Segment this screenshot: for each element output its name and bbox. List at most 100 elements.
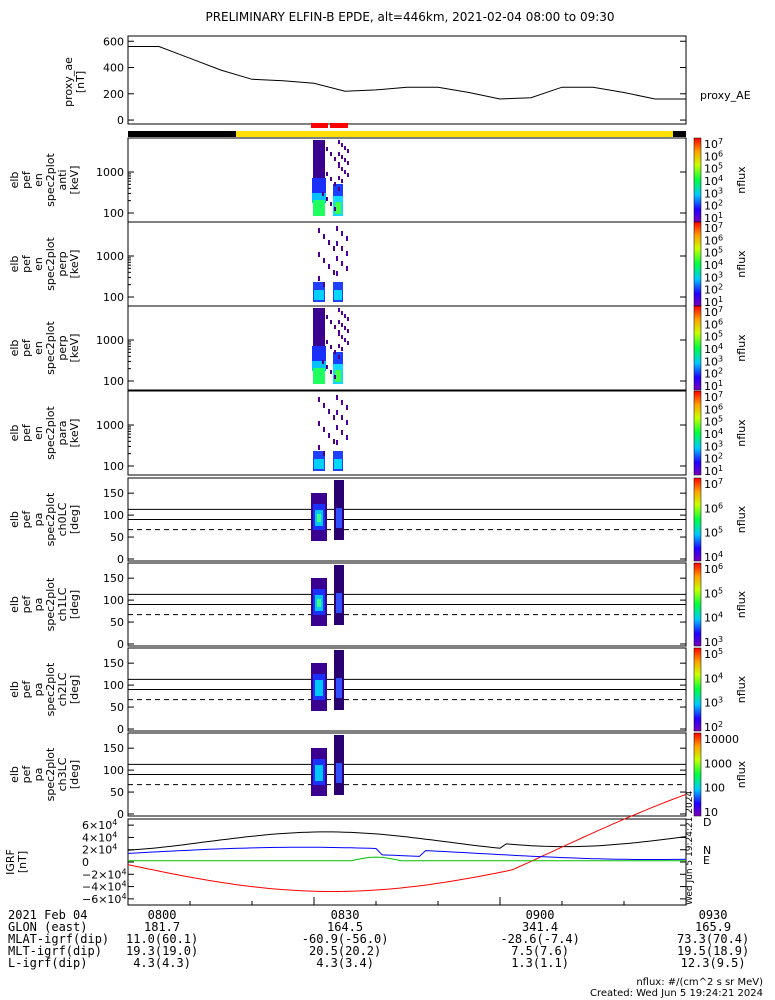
igrf-legend-n: N: [703, 844, 711, 857]
flux-pixel: [330, 152, 332, 156]
energy-panel-ylabel: elb pef en spec2plot para [keV]: [8, 406, 81, 460]
time-axis-row-label: MLAT-igrf(dip): [8, 932, 110, 946]
flux-pixel: [344, 170, 346, 174]
flux-pixel: [341, 347, 343, 351]
flux-pixel: [322, 360, 324, 364]
flux-pixel: [341, 261, 343, 266]
axis-label-line: elb: [8, 681, 21, 698]
flux-pixel: [334, 157, 336, 161]
y-tick-label: 50: [110, 786, 124, 799]
y-tick-label: 100: [103, 509, 124, 522]
time-axis-value: 11.0(60.1): [126, 932, 199, 946]
flux-pixel: [318, 397, 320, 402]
y-tick-label: 100: [103, 291, 124, 304]
pa-panel-2: 150 100 50 0 elb pef pa spec2plot ch2LC [deg] 105 1…: [8, 647, 748, 736]
colorbar-tick-label: 10: [704, 806, 718, 819]
colorbar-tick-label: 101: [704, 379, 723, 393]
colorbar-tick-label: 106: [704, 402, 723, 416]
colorbar-tick-label: 105: [704, 586, 723, 600]
y-tick-label: 1000: [96, 419, 124, 432]
colorbar-tick-label: 101: [704, 295, 723, 309]
colorbar-tick-label: 104: [704, 671, 723, 685]
axis-label-line: ch0LC: [56, 502, 69, 536]
colorbar-tick-label: 105: [704, 415, 723, 429]
pa-panel-0: 150 100 50 0 elb pef pa spec2plot ch0LC [deg] 107 1…: [8, 477, 748, 566]
flux-pixel: [336, 271, 338, 276]
colorbar-tick-label: 106: [704, 562, 723, 576]
axis-label-line: pef: [20, 423, 33, 442]
flux-pixel: [334, 459, 342, 469]
time-axis-value: 165.9: [695, 920, 732, 934]
igrf-legend-d: D: [703, 816, 711, 829]
colorbar-tick-label: 103: [704, 696, 723, 710]
flux-pixel: [341, 323, 343, 327]
colorbar-tick-label: 102: [704, 367, 723, 381]
colorbar-tick-label: 102: [704, 720, 723, 734]
axis-label-line: [deg]: [68, 675, 81, 704]
flux-pixel: [335, 370, 341, 382]
axis-label-line: spec2plot: [44, 153, 57, 207]
flux-pixel: [338, 320, 340, 324]
pa-panel-1: 150 100 50 0 elb pef pa spec2plot ch1LC [deg] 106 1…: [8, 562, 748, 651]
night-segment: [673, 131, 686, 137]
flux-pixel: [313, 368, 325, 384]
flux-pixel: [341, 143, 343, 147]
igrf-total-line: [127, 831, 687, 851]
flux-pixel: [323, 258, 325, 263]
colorbar-tick-label: 102: [704, 283, 723, 297]
orbit-status-bar: [128, 123, 686, 137]
y-tick-label: 100: [103, 207, 124, 220]
pa-panel-ylabel: elb pef pa spec2plot ch0LC [deg]: [8, 492, 81, 546]
y-tick-label: 0: [117, 723, 124, 736]
flux-pixel: [346, 420, 348, 425]
colorbar: [693, 137, 702, 223]
flux-pixel: [341, 246, 343, 251]
flux-pixel: [334, 207, 336, 211]
flux-pixel: [336, 440, 338, 445]
axis-label-line: [keV]: [68, 250, 81, 279]
flux-pixel: [346, 236, 348, 241]
y-tick-label: 50: [110, 616, 124, 629]
axis-label-line: [keV]: [68, 419, 81, 448]
flux-pixel: [338, 187, 340, 191]
y-tick-label: −4×104: [82, 880, 127, 894]
flux-pixel: [341, 231, 343, 236]
flux-pixel: [323, 234, 325, 239]
science-zone-marker: [330, 123, 348, 128]
axis-label-line: spec2plot: [44, 492, 57, 546]
time-axis-value: 1.3(1.1): [511, 956, 569, 970]
colorbar-tick-label: 103: [704, 635, 723, 649]
flux-pixel: [312, 178, 326, 196]
flux-pixel: [328, 240, 330, 245]
colorbar-tick-label: 105: [704, 647, 723, 661]
plot-title: PRELIMINARY ELFIN-B EPDE, alt=446km, 202…: [205, 10, 614, 24]
flux-pixel: [341, 430, 343, 435]
flux-pixel: [341, 311, 343, 315]
panel-frame: [127, 35, 687, 125]
proxy-ae-ylabel: proxy_ae [nT]: [62, 57, 87, 107]
time-axis-value: -60.9(-56.0): [301, 932, 389, 946]
axis-label-line: pa: [32, 513, 45, 527]
axis-label-line: pef: [20, 338, 33, 357]
pa-panel-3: 150 100 50 0 elb pef pa spec2plot ch3LC [deg] 1000…: [8, 732, 748, 821]
axis-label-line: perp: [56, 251, 69, 276]
colorbar-tick-label: 104: [704, 174, 723, 188]
y-tick-label: 600: [103, 35, 124, 48]
flux-pixel: [330, 345, 332, 349]
colorbar-tick-label: 105: [704, 246, 723, 260]
night-segment: [128, 131, 236, 137]
axis-label-line: perp: [56, 335, 69, 360]
y-tick-label: 150: [103, 487, 124, 500]
flux-pixel: [330, 202, 332, 206]
colorbar: [693, 390, 702, 476]
flux-pixel: [346, 251, 348, 256]
time-axis-value: 4.3(4.3): [133, 956, 191, 970]
colorbar-tick-label: 103: [704, 270, 723, 284]
axis-label-line: ch2LC: [56, 672, 69, 706]
axis-label-line: elb: [8, 511, 21, 528]
time-axis-value: 181.7: [144, 920, 181, 934]
time-axis-value: 73.3(70.4): [677, 932, 750, 946]
colorbar-label: nflux: [735, 250, 748, 278]
